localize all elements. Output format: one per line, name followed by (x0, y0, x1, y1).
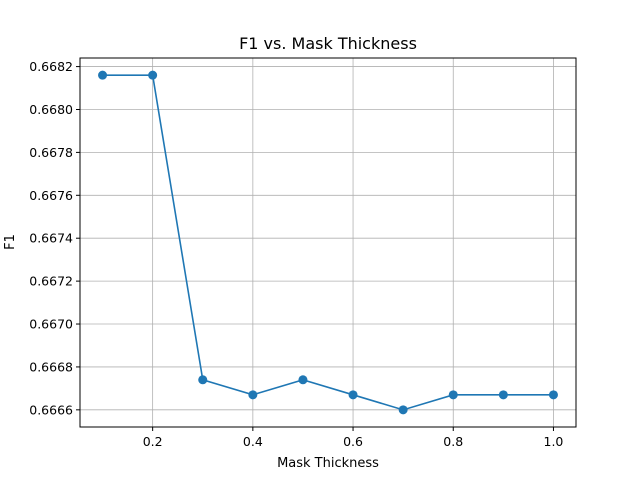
data-point (98, 70, 108, 80)
y-tick-label: 0.6682 (29, 59, 73, 74)
x-tick-label: 0.4 (243, 434, 263, 449)
series-line (102, 74, 554, 411)
data-point (148, 70, 158, 80)
x-tick-label: 0.2 (143, 434, 163, 449)
y-tick-label: 0.6668 (29, 359, 73, 374)
chart-title: F1 vs. Mask Thickness (239, 34, 417, 53)
data-point (198, 375, 208, 385)
y-tick-label: 0.6676 (29, 188, 73, 203)
data-point (248, 390, 258, 400)
data-point (548, 390, 558, 400)
x-axis-label: Mask Thickness (277, 456, 379, 471)
y-tick-label: 0.6666 (29, 402, 73, 417)
data-point (398, 405, 408, 415)
data-point (348, 390, 358, 400)
y-tick-label: 0.6674 (29, 231, 73, 246)
ticks-layer: 0.2 0.4 0.6 0.8 1.0 0.6666 0.6668 0.6670 0.6672 0… (29, 59, 563, 449)
series-layer (98, 70, 558, 415)
x-tick-label: 0.6 (343, 434, 363, 449)
x-tick-label: 0.8 (443, 434, 463, 449)
plot-frame (79, 57, 577, 428)
y-tick-label: 0.6670 (29, 317, 73, 332)
y-tick-label: 0.6678 (29, 145, 73, 160)
data-point (448, 390, 458, 400)
data-point (298, 375, 308, 385)
x-tick-label: 1.0 (544, 434, 564, 449)
y-axis-label: F1 (3, 234, 18, 250)
y-tick-label: 0.6680 (29, 102, 73, 117)
y-tick-label: 0.6672 (29, 274, 73, 289)
grid-layer (80, 58, 576, 427)
data-point (498, 390, 508, 400)
